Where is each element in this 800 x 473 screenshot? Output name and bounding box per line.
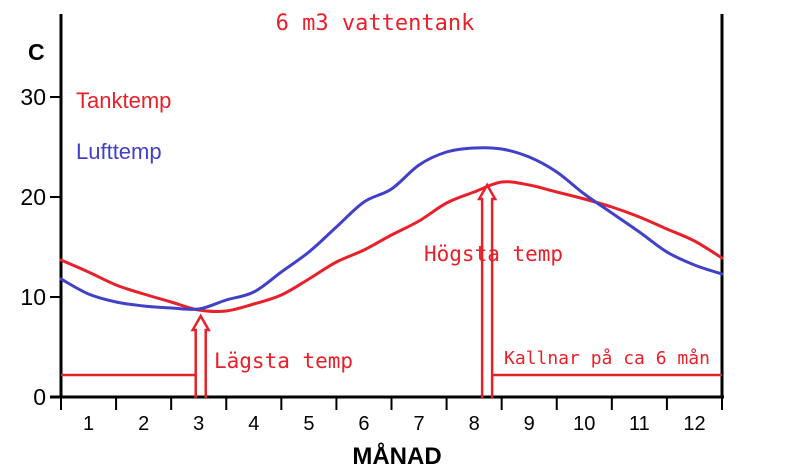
x-ticks: 1 2 3 4 5 6 7 8 9 10 11 12	[60, 397, 723, 435]
arrow-hogsta-temp	[476, 182, 498, 398]
lagsta-temp-label: Lägsta temp	[214, 349, 353, 373]
x-axis-label: MÅNAD	[352, 442, 441, 470]
y-tick-label: 0	[33, 384, 46, 410]
y-tick-label: 30	[20, 84, 46, 110]
series-line-lufttemp	[59, 146, 724, 311]
arrow-lagsta-temp	[190, 313, 211, 398]
x-tick-label: 2	[138, 413, 149, 435]
x-tick-label: 4	[248, 413, 259, 435]
x-tick-label: 1	[83, 413, 94, 435]
series-lines	[59, 146, 724, 314]
kallnar-label: Kallnar på ca 6 mån	[504, 348, 710, 369]
y-tick-label: 20	[20, 184, 46, 210]
y-axis-label: C	[28, 39, 45, 65]
x-tick-label: 12	[683, 413, 705, 435]
x-tick-label: 3	[193, 413, 204, 435]
x-tick-label: 9	[524, 413, 535, 435]
legend-tanktemp: Tanktemp	[76, 88, 171, 113]
x-tick-label: 10	[573, 413, 595, 435]
x-tick-label: 7	[413, 413, 424, 435]
x-tick-label: 6	[358, 413, 369, 435]
y-ticks: 0 10 20 30	[20, 84, 61, 410]
x-tick-label: 5	[303, 413, 314, 435]
series-line-tanktemp	[59, 180, 724, 314]
x-tick-label: 11	[629, 413, 650, 435]
hogsta-temp-label: Högsta temp	[424, 242, 563, 266]
y-tick-label: 10	[20, 284, 46, 310]
annotations: Lägsta temp Högsta temp Kallnar på ca 6 må…	[61, 182, 722, 398]
chart-title: 6 m3 vattentank	[276, 11, 475, 36]
x-tick-label: 8	[469, 413, 480, 435]
legend-lufttemp: Lufttemp	[76, 139, 162, 164]
